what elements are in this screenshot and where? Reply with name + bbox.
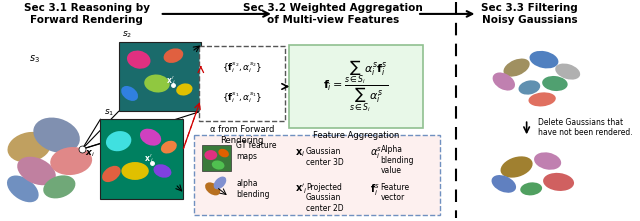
Text: $\{\mathbf{f}_i^{s_2}, \alpha_i^{s_2}\}$: $\{\mathbf{f}_i^{s_2}, \alpha_i^{s_2}\}$	[221, 60, 262, 75]
Ellipse shape	[176, 83, 193, 95]
FancyBboxPatch shape	[118, 42, 201, 111]
Text: $\{\mathbf{f}_i^{s_1}, \alpha_i^{s_1}\}$: $\{\mathbf{f}_i^{s_1}, \alpha_i^{s_1}\}$	[221, 90, 262, 105]
FancyBboxPatch shape	[195, 135, 440, 215]
Text: $\mathbf{f}_i = \dfrac{\sum_{s \in S_i} \alpha_i^s \mathbf{f}_i^s}{\sum_{s \in S: $\mathbf{f}_i = \dfrac{\sum_{s \in S_i} …	[323, 59, 388, 114]
Ellipse shape	[122, 162, 148, 180]
Text: GT feature
maps: GT feature maps	[236, 141, 277, 161]
Ellipse shape	[534, 152, 561, 170]
FancyBboxPatch shape	[289, 45, 422, 128]
Text: $\mathbf{x}'_i$: $\mathbf{x}'_i$	[295, 183, 307, 196]
Text: $s_2$: $s_2$	[122, 30, 132, 40]
Ellipse shape	[543, 173, 574, 191]
Ellipse shape	[529, 92, 556, 107]
Text: Alpha
blending
value: Alpha blending value	[381, 145, 414, 175]
Ellipse shape	[500, 156, 532, 178]
Ellipse shape	[51, 147, 92, 175]
Text: Feature Aggregation: Feature Aggregation	[313, 131, 399, 140]
Text: $\alpha_i^s$: $\alpha_i^s$	[370, 145, 382, 160]
Text: Feature
vector: Feature vector	[381, 183, 410, 202]
Ellipse shape	[121, 86, 138, 101]
Text: $\mathbf{x}'_i$: $\mathbf{x}'_i$	[144, 152, 154, 165]
Ellipse shape	[214, 177, 227, 189]
Ellipse shape	[205, 182, 220, 195]
Ellipse shape	[518, 80, 540, 95]
Ellipse shape	[102, 166, 120, 182]
Text: α from Forward
Rendering: α from Forward Rendering	[210, 125, 274, 145]
Text: alpha
blending: alpha blending	[236, 179, 270, 199]
Text: $\boldsymbol{x}_i$: $\boldsymbol{x}_i$	[85, 148, 95, 159]
Ellipse shape	[161, 141, 177, 154]
Ellipse shape	[144, 74, 170, 93]
Ellipse shape	[154, 164, 172, 178]
Text: Delete Gaussians that
have not been rendered.: Delete Gaussians that have not been rend…	[538, 118, 633, 137]
Text: Sec 3.3 Filtering
Noisy Gaussians: Sec 3.3 Filtering Noisy Gaussians	[481, 3, 578, 25]
Ellipse shape	[504, 59, 530, 77]
Ellipse shape	[218, 149, 229, 157]
Ellipse shape	[164, 48, 183, 63]
Text: Sec 3.2 Weighted Aggregation
of Multi-view Features: Sec 3.2 Weighted Aggregation of Multi-vi…	[243, 3, 423, 25]
Ellipse shape	[212, 160, 225, 170]
Ellipse shape	[140, 129, 161, 146]
Ellipse shape	[556, 63, 580, 80]
Ellipse shape	[493, 72, 515, 91]
Ellipse shape	[529, 51, 559, 69]
Ellipse shape	[127, 51, 150, 69]
Ellipse shape	[204, 150, 217, 160]
FancyBboxPatch shape	[202, 145, 231, 171]
Ellipse shape	[542, 76, 568, 91]
Ellipse shape	[492, 175, 516, 193]
Ellipse shape	[44, 175, 76, 198]
Ellipse shape	[8, 132, 51, 162]
Ellipse shape	[520, 182, 542, 195]
Ellipse shape	[7, 175, 38, 202]
Ellipse shape	[17, 157, 56, 185]
Ellipse shape	[33, 118, 80, 153]
Text: $\mathbf{f}_i^s$: $\mathbf{f}_i^s$	[370, 183, 380, 198]
Text: $\mathbf{x}'_i$: $\mathbf{x}'_i$	[166, 74, 177, 87]
FancyBboxPatch shape	[199, 46, 285, 121]
FancyBboxPatch shape	[100, 119, 182, 199]
Text: Projected
Gaussian
center 2D: Projected Gaussian center 2D	[306, 183, 344, 213]
Ellipse shape	[106, 131, 131, 151]
Text: $s_3$: $s_3$	[29, 54, 40, 65]
Text: $\mathbf{x}_i$: $\mathbf{x}_i$	[295, 147, 305, 159]
Text: $s_1$: $s_1$	[104, 107, 114, 118]
Text: Sec 3.1 Reasoning by
Forward Rendering: Sec 3.1 Reasoning by Forward Rendering	[24, 3, 150, 25]
Text: Gaussian
center 3D: Gaussian center 3D	[306, 147, 344, 166]
